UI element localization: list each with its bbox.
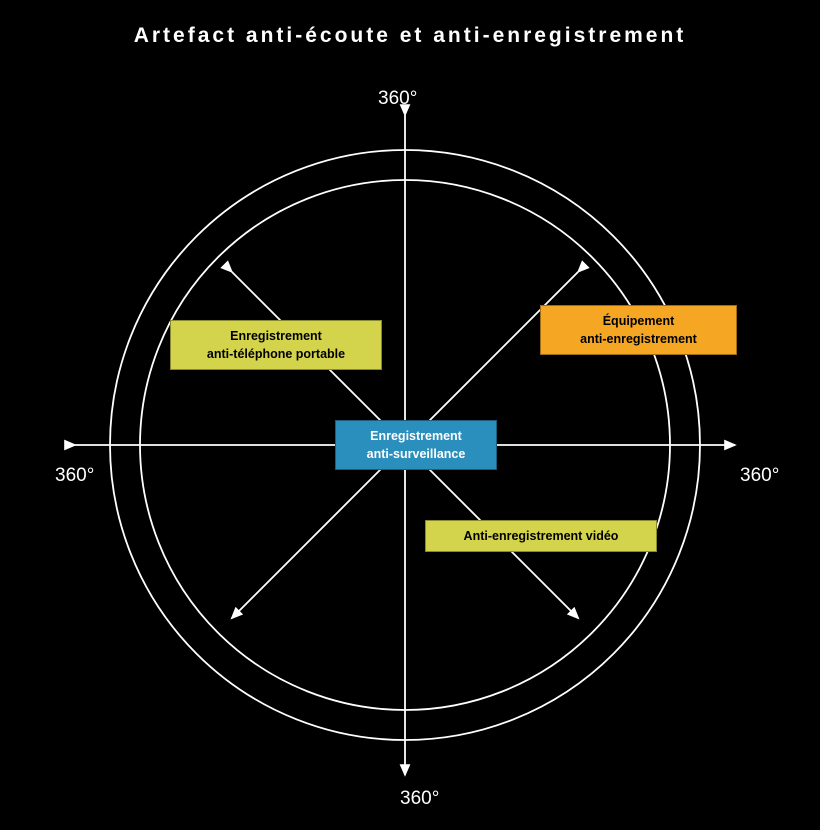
category-anti-video: Anti-enregistrement vidéo [425, 520, 657, 552]
radial-diagram [0, 0, 820, 830]
diagram-canvas: Artefact anti-écoute et anti-enregistrem… [0, 0, 820, 830]
category-anti-telephone: Enregistrement anti-téléphone portable [170, 320, 382, 370]
category-equipement: Équipement anti-enregistrement [540, 305, 737, 355]
axis-label-right: 360° [740, 465, 779, 487]
category-center-surveillance: Enregistrement anti-surveillance [335, 420, 497, 470]
axis-label-top: 360° [378, 88, 417, 110]
axis-label-bottom: 360° [400, 788, 439, 810]
axis-label-left: 360° [55, 465, 94, 487]
